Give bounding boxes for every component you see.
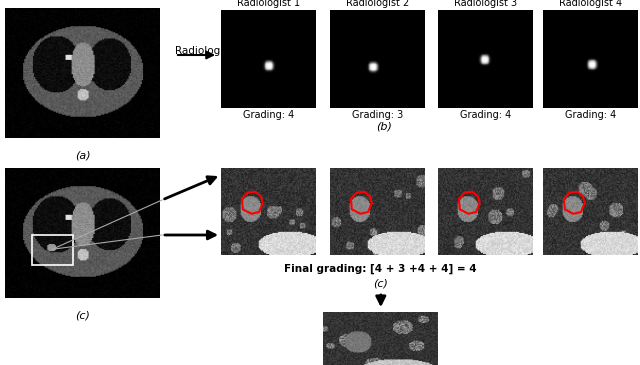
Text: Radiologist 3: Radiologist 3 — [454, 0, 517, 8]
Bar — [32, 235, 74, 265]
Text: (a): (a) — [75, 150, 90, 160]
Text: Radiologist 2: Radiologist 2 — [346, 0, 409, 8]
Text: Radiologist 1: Radiologist 1 — [237, 0, 300, 8]
Text: (b): (b) — [376, 122, 392, 132]
Text: (c): (c) — [373, 278, 388, 288]
Text: Final grading: [4 + 3 +4 + 4] = 4: Final grading: [4 + 3 +4 + 4] = 4 — [285, 264, 477, 274]
Text: Grading: 4: Grading: 4 — [565, 110, 616, 120]
Text: (c): (c) — [75, 310, 90, 320]
Text: Grading: 4: Grading: 4 — [243, 110, 294, 120]
Text: Radiologist: Radiologist — [175, 46, 233, 56]
Text: Grading: 4: Grading: 4 — [460, 110, 511, 120]
Text: Radiologist 4: Radiologist 4 — [559, 0, 622, 8]
Text: Grading: 3: Grading: 3 — [352, 110, 403, 120]
